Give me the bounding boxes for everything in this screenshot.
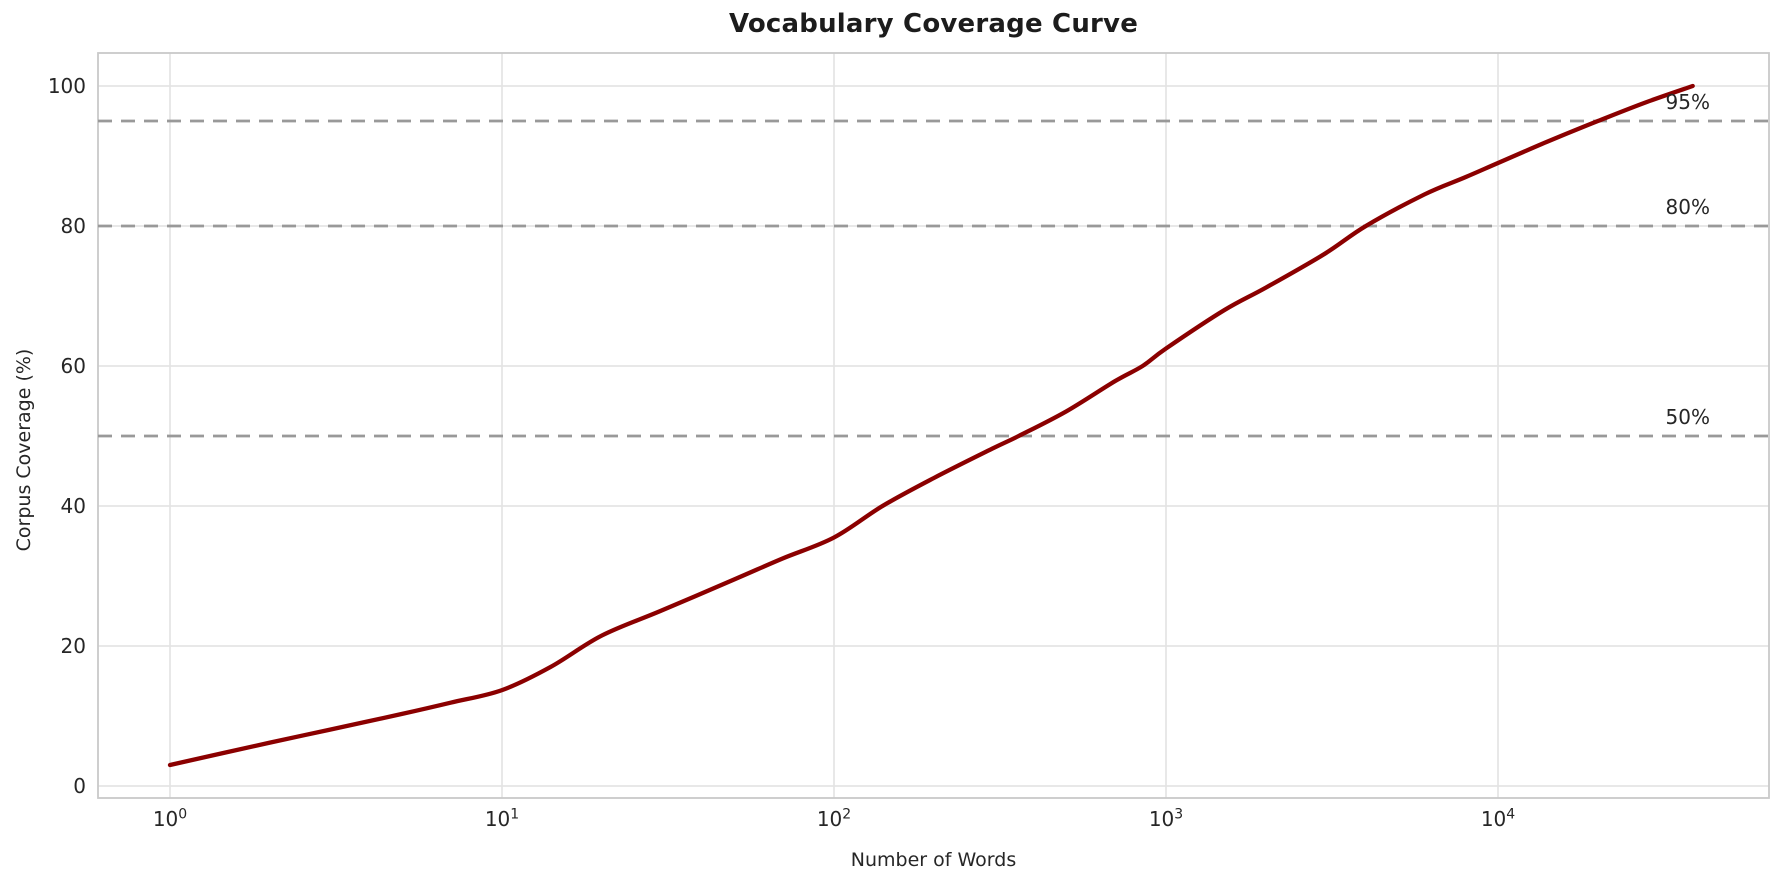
corpus-coverage-curve	[167, 83, 1695, 768]
x-tick-exponent: 1	[510, 806, 520, 823]
x-tick-base: 10	[1148, 807, 1175, 831]
y-tick-label-20: 20	[60, 634, 86, 658]
reference-label-80: 80%	[1665, 195, 1710, 219]
x-tick-label-10e3: 103	[1149, 807, 1183, 831]
x-tick-exponent: 3	[1174, 806, 1184, 823]
x-tick-exponent: 2	[842, 806, 852, 823]
x-tick-base: 10	[484, 807, 511, 831]
y-tick-label-60: 60	[60, 354, 86, 378]
chart-title: Vocabulary Coverage Curve	[728, 9, 1139, 39]
x-tick-label-10e1: 101	[485, 807, 519, 831]
x-tick-base: 10	[152, 807, 179, 831]
x-axis-label: Number of Words	[850, 849, 1017, 871]
x-tick-base: 10	[1480, 807, 1507, 831]
y-axis-label: Corpus Coverage (%)	[13, 348, 35, 552]
reference-label-50: 50%	[1665, 405, 1710, 429]
x-tick-label-10e4: 104	[1481, 807, 1515, 831]
y-tick-label-0: 0	[73, 774, 86, 798]
x-tick-label-10e2: 102	[817, 807, 851, 831]
reference-label-95: 95%	[1665, 90, 1710, 114]
axes-spines	[97, 52, 1770, 799]
x-tick-exponent: 4	[1506, 806, 1516, 823]
y-tick-label-40: 40	[60, 494, 86, 518]
x-tick-base: 10	[816, 807, 843, 831]
y-tick-label-100: 100	[47, 74, 86, 98]
x-tick-label-10e0: 100	[153, 807, 187, 831]
y-tick-label-80: 80	[60, 214, 86, 238]
x-tick-exponent: 0	[178, 806, 188, 823]
